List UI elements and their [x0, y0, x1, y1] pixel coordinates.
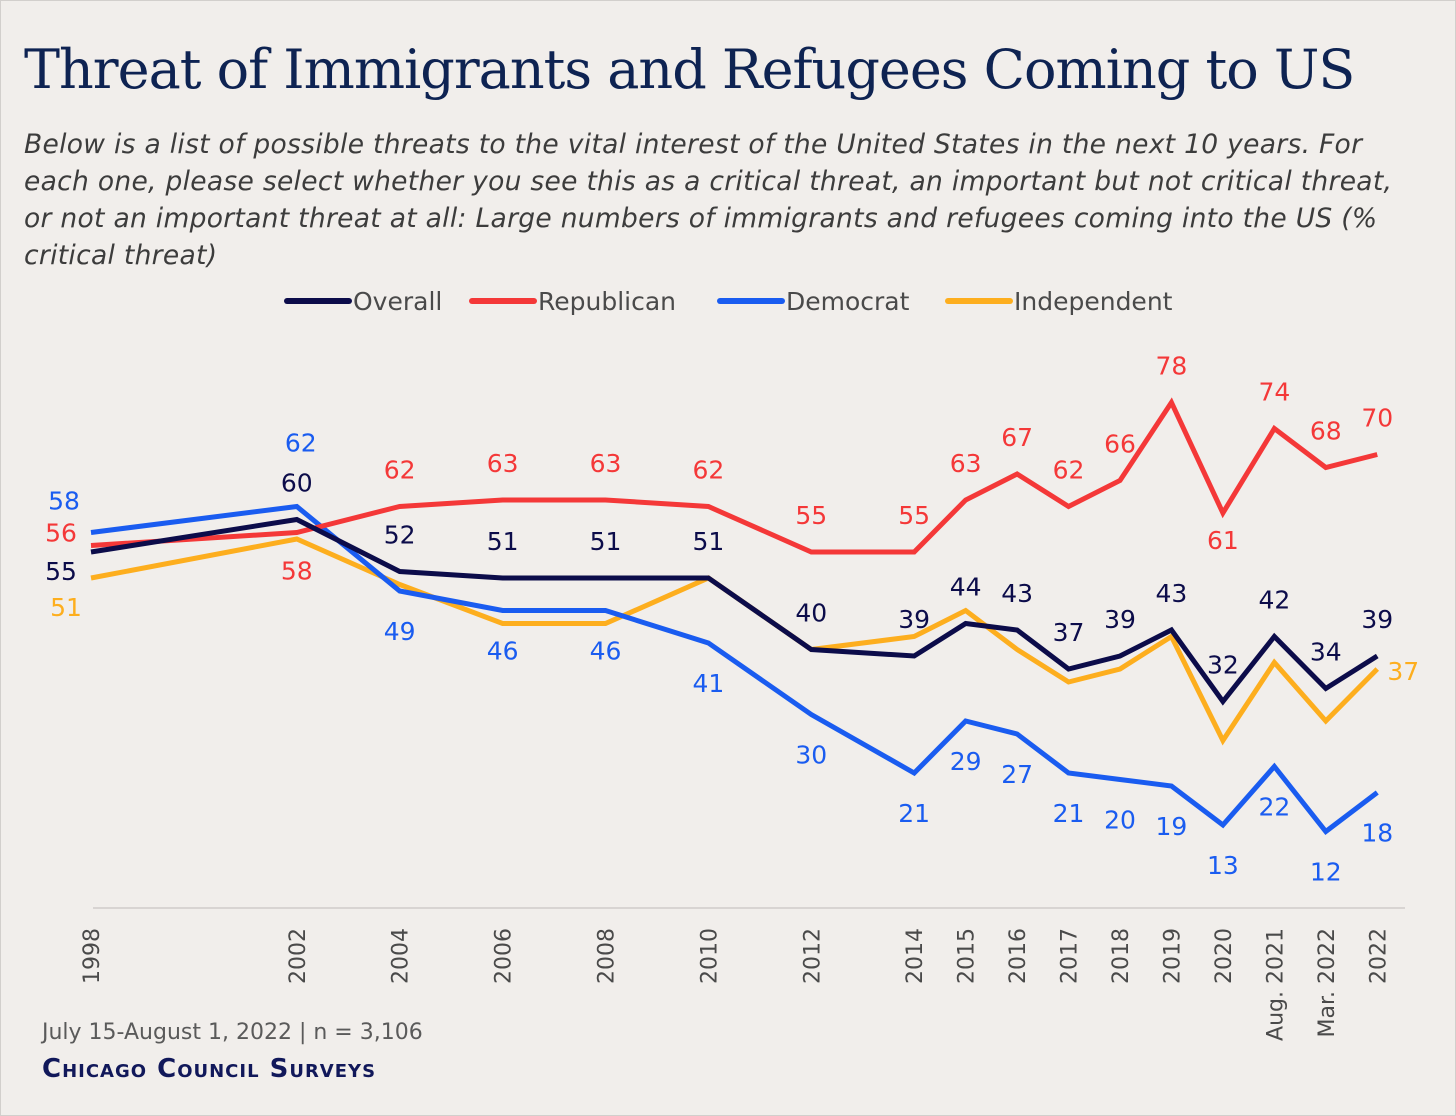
x-tick-label: 2020	[1212, 928, 1237, 984]
series-line-democrat	[90, 503, 1379, 835]
data-label-overall: 51	[692, 527, 724, 556]
data-label-overall: 43	[1001, 579, 1033, 608]
x-tick-label: 2022	[1366, 928, 1391, 984]
x-tick-label: 2008	[595, 928, 620, 984]
brand-logo-text: Chicago Council Surveys	[42, 1054, 377, 1084]
series-line-independent	[90, 536, 1380, 746]
survey-source: July 15-August 1, 2022 | n = 3,106	[42, 1020, 423, 1045]
data-label-democrat: 27	[1001, 760, 1033, 789]
x-tick-label: 2006	[492, 928, 517, 984]
data-label-overall: 44	[950, 573, 982, 602]
data-label-republican: 74	[1258, 378, 1290, 407]
x-tick-label: 2004	[389, 928, 414, 984]
data-label-independent: 37	[1387, 657, 1419, 686]
x-tick-label: 2016	[1006, 928, 1031, 984]
data-label-overall: 32	[1207, 651, 1239, 680]
data-label-independent: 51	[50, 593, 82, 622]
x-tick-label: Aug. 2021	[1263, 928, 1288, 1041]
data-label-overall: 43	[1156, 579, 1188, 608]
data-label-republican: 63	[590, 449, 622, 478]
data-label-democrat: 20	[1104, 806, 1136, 835]
x-tick-label: 1998	[80, 928, 105, 984]
data-label-democrat: 21	[898, 799, 930, 828]
data-label-republican: 55	[898, 501, 930, 530]
data-label-republican: 68	[1310, 417, 1342, 446]
legend-label-overall: Overall	[353, 287, 442, 316]
data-label-republican: 66	[1104, 430, 1136, 459]
data-label-overall: 39	[898, 605, 930, 634]
data-label-republican: 62	[692, 456, 724, 485]
data-label-republican: 58	[281, 557, 313, 586]
x-tick-label: Mar. 2022	[1315, 928, 1340, 1037]
data-label-overall: 42	[1258, 586, 1290, 615]
data-label-republican: 56	[45, 519, 77, 548]
data-label-republican: 67	[1001, 423, 1033, 452]
data-label-republican: 70	[1361, 404, 1393, 433]
x-tick-label: 2002	[286, 928, 311, 984]
x-tick-label: 2017	[1058, 928, 1083, 984]
data-label-republican: 63	[487, 449, 519, 478]
data-label-overall: 55	[45, 557, 77, 586]
series-line-overall	[90, 516, 1379, 706]
data-label-democrat: 19	[1156, 812, 1188, 841]
x-tick-label: 2019	[1160, 928, 1185, 984]
data-label-overall: 51	[590, 527, 622, 556]
data-label-overall: 34	[1310, 638, 1342, 667]
data-label-overall: 39	[1104, 605, 1136, 634]
series-line-republican	[90, 397, 1378, 555]
data-label-republican: 61	[1207, 526, 1239, 555]
data-label-democrat: 13	[1207, 851, 1239, 880]
data-label-republican: 62	[384, 456, 416, 485]
data-label-democrat: 29	[950, 747, 982, 776]
data-label-overall: 40	[795, 599, 827, 628]
data-label-overall: 37	[1053, 618, 1085, 647]
data-label-democrat: 58	[48, 487, 80, 516]
legend-label-democrat: Democrat	[786, 287, 910, 316]
data-label-overall: 60	[281, 469, 313, 498]
data-label-overall: 52	[384, 521, 416, 550]
chart-subtitle: Below is a list of possible threats to t…	[24, 129, 1393, 271]
chart-title: Threat of Immigrants and Refugees Coming…	[24, 38, 1355, 101]
data-label-overall: 39	[1361, 605, 1393, 634]
data-label-democrat: 41	[692, 669, 724, 698]
x-tick-label: 2018	[1109, 928, 1134, 984]
legend-label-independent: Independent	[1014, 287, 1173, 316]
data-label-democrat: 12	[1310, 858, 1342, 887]
data-label-republican: 63	[950, 449, 982, 478]
x-tick-label: 2010	[697, 928, 722, 984]
x-tick-label: 2012	[800, 928, 825, 984]
x-tick-label: 2014	[903, 928, 928, 984]
data-label-democrat: 49	[384, 617, 416, 646]
data-label-overall: 51	[487, 527, 519, 556]
data-label-democrat: 18	[1361, 819, 1393, 848]
legend-label-republican: Republican	[538, 287, 676, 316]
data-label-republican: 62	[1053, 456, 1085, 485]
data-label-democrat: 22	[1258, 793, 1290, 822]
data-label-democrat: 46	[487, 637, 519, 666]
x-tick-label: 2015	[955, 928, 980, 984]
data-label-republican: 55	[795, 501, 827, 530]
data-label-democrat: 21	[1053, 799, 1085, 828]
data-label-democrat: 62	[285, 429, 317, 458]
data-label-democrat: 30	[795, 741, 827, 770]
data-label-republican: 78	[1156, 352, 1188, 381]
data-label-democrat: 46	[590, 637, 622, 666]
